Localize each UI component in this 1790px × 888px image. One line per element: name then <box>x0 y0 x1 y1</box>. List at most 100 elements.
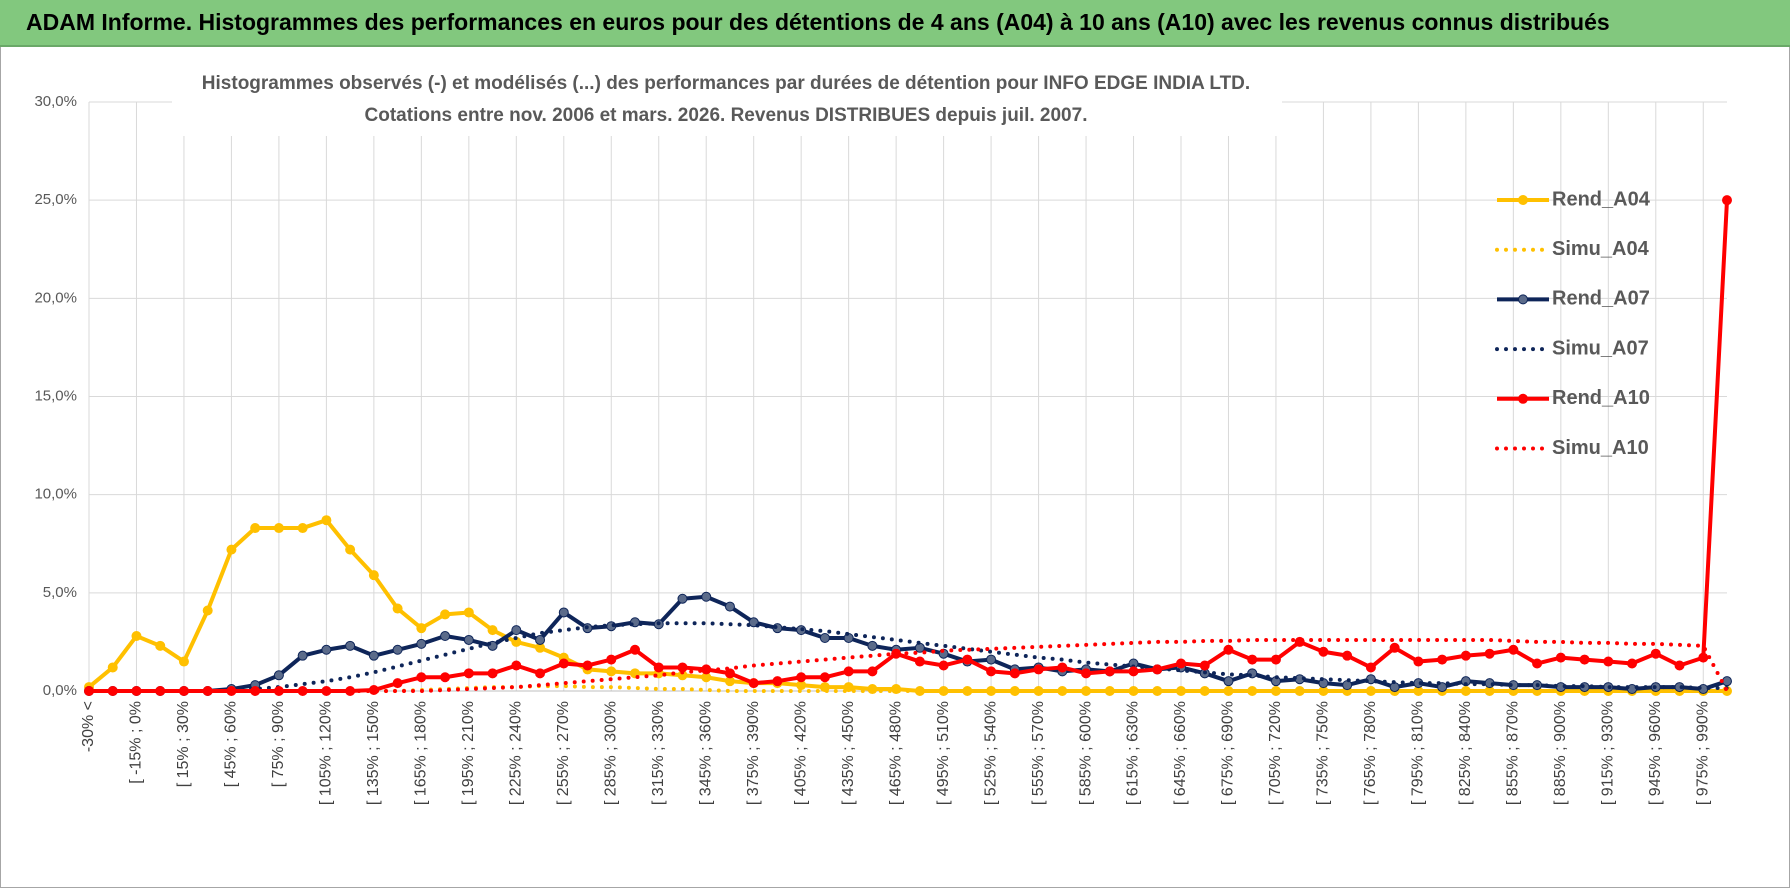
data-point <box>1223 644 1234 655</box>
x-tick-label: [ 45% ; 60% <box>223 701 240 787</box>
data-point <box>250 523 261 534</box>
series-line <box>87 621 1729 693</box>
data-point <box>1365 662 1376 673</box>
y-tick-label: 0,0% <box>43 682 77 699</box>
data-point <box>416 638 427 649</box>
chart-subtitle: Cotations entre nov. 2006 et mars. 2026.… <box>365 105 1088 126</box>
data-point <box>1508 644 1519 655</box>
header-title: ADAM Informe. Histogrammes des performan… <box>26 9 1610 35</box>
data-point <box>653 662 664 673</box>
x-tick-label: [ 405% ; 420% <box>792 701 809 805</box>
legend: Rend_A04 Simu_A04 Rend_A07 Simu_A07 Rend_A10… <box>1495 188 1651 459</box>
data-point <box>582 660 593 671</box>
data-point <box>297 650 308 661</box>
y-tick-label: 10,0% <box>34 486 77 503</box>
data-point <box>1057 662 1068 673</box>
data-point <box>392 678 403 689</box>
data-point <box>558 607 569 618</box>
x-tick-label: [ 315% ; 330% <box>650 701 667 805</box>
data-point <box>1603 656 1614 667</box>
legend-marker <box>1518 294 1528 305</box>
x-tick-label: [ 135% ; 150% <box>365 701 382 805</box>
data-point <box>772 676 783 687</box>
x-tick-label: [ 705% ; 720% <box>1267 701 1284 805</box>
data-point <box>202 605 213 616</box>
x-tick-label: [ 825% ; 840% <box>1457 701 1474 805</box>
data-point <box>131 631 142 642</box>
data-point <box>1627 658 1638 669</box>
data-point <box>1579 654 1590 665</box>
plot <box>84 195 1732 696</box>
data-point <box>273 523 284 534</box>
x-tick-label: [ 195% ; 210% <box>460 701 477 805</box>
x-tick-label: -30% < <box>80 701 97 752</box>
x-tick-label: [ 255% ; 270% <box>555 701 572 805</box>
x-tick-label: [ 615% ; 630% <box>1125 701 1142 805</box>
data-point <box>962 654 973 665</box>
data-point <box>368 650 379 661</box>
data-point <box>843 666 854 677</box>
x-tick-label: [ 885% ; 900% <box>1552 701 1569 805</box>
data-point <box>748 678 759 689</box>
data-point <box>487 625 498 636</box>
data-point <box>1104 666 1115 677</box>
data-point <box>1460 650 1471 661</box>
x-tick-label: [ 375% ; 390% <box>745 701 762 805</box>
x-tick-label: [ 285% ; 300% <box>602 701 619 805</box>
data-point <box>867 666 878 677</box>
series-line <box>87 637 1729 693</box>
data-point <box>392 644 403 655</box>
data-point <box>819 632 830 643</box>
data-point <box>511 660 522 671</box>
data-point <box>178 656 189 667</box>
data-point <box>867 640 878 651</box>
y-tick-label: 15,0% <box>34 387 77 404</box>
data-point <box>843 682 854 693</box>
data-point <box>416 672 427 683</box>
x-tick-label: [ 435% ; 450% <box>840 701 857 805</box>
x-tick-label: [ 855% ; 870% <box>1505 701 1522 805</box>
x-tick-label: [ 525% ; 540% <box>982 701 999 805</box>
data-point <box>630 644 640 655</box>
legend-label: Simu_A07 <box>1552 337 1649 359</box>
data-point <box>986 666 997 677</box>
data-point <box>155 640 166 651</box>
x-tick-label: [ 735% ; 750% <box>1315 701 1332 805</box>
data-point <box>1698 652 1709 663</box>
data-point <box>1247 686 1258 696</box>
data-point <box>511 625 522 636</box>
y-tick-label: 5,0% <box>43 584 77 601</box>
title-backdrop <box>172 66 1282 136</box>
data-point <box>1722 676 1732 687</box>
data-point <box>273 670 284 681</box>
data-point <box>321 644 332 655</box>
x-tick-label: [ 795% ; 810% <box>1410 701 1427 805</box>
legend-label: Simu_A10 <box>1552 437 1649 459</box>
data-point <box>1722 195 1732 206</box>
data-point <box>1152 664 1163 675</box>
data-point <box>1199 660 1210 671</box>
data-point <box>345 544 356 555</box>
x-tick-label: [ 345% ; 360% <box>697 701 714 805</box>
y-tick-label: 20,0% <box>34 289 77 306</box>
data-point <box>1555 652 1566 663</box>
data-point <box>1413 678 1424 689</box>
data-point <box>345 640 356 651</box>
series-line <box>89 594 1728 693</box>
x-tick-label: [ 15% ; 30% <box>175 701 192 787</box>
header-bar <box>0 0 1790 46</box>
legend-label: Rend_A04 <box>1552 188 1651 210</box>
data-point <box>321 515 332 526</box>
y-tick-label: 25,0% <box>34 191 77 208</box>
data-point <box>1342 680 1353 691</box>
data-point <box>297 686 308 696</box>
data-point <box>1484 648 1495 659</box>
y-tick-label: 30,0% <box>34 93 77 110</box>
x-tick-label: [ 75% ; 90% <box>270 701 287 787</box>
x-tick-label: [ 945% ; 960% <box>1647 701 1664 805</box>
data-point <box>1674 682 1685 693</box>
data-point <box>914 656 925 667</box>
data-point <box>1176 658 1186 669</box>
data-point <box>1033 664 1044 675</box>
x-tick-label: [ 585% ; 600% <box>1077 701 1094 805</box>
